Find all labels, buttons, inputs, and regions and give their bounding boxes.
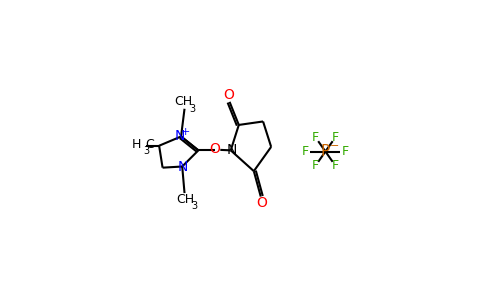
Text: F: F: [312, 131, 319, 144]
Text: 3: 3: [192, 201, 197, 211]
Text: 3: 3: [143, 146, 149, 156]
Text: −: −: [329, 141, 339, 152]
Text: 3: 3: [190, 104, 196, 114]
Text: CH: CH: [177, 193, 195, 206]
Text: C: C: [146, 138, 154, 151]
Text: O: O: [224, 88, 235, 102]
Text: O: O: [256, 196, 267, 211]
Text: F: F: [332, 159, 339, 172]
Text: N: N: [178, 160, 188, 174]
Text: CH: CH: [174, 95, 193, 108]
Text: F: F: [312, 159, 319, 172]
Text: N: N: [227, 143, 237, 157]
Text: P: P: [321, 144, 330, 159]
Text: +: +: [181, 127, 190, 137]
Text: N: N: [175, 129, 185, 143]
Text: F: F: [342, 145, 349, 158]
Text: H: H: [131, 138, 141, 151]
Text: F: F: [332, 131, 339, 144]
Text: O: O: [210, 142, 220, 156]
Text: F: F: [302, 145, 309, 158]
